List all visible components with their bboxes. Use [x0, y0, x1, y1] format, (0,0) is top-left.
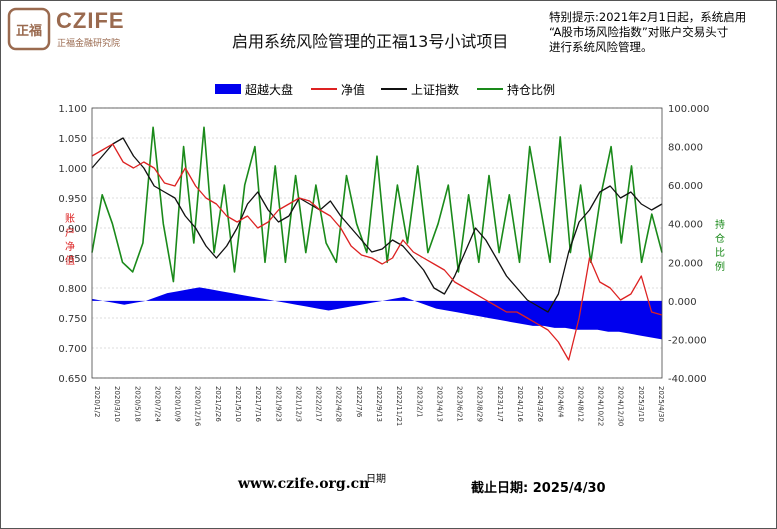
y-right-tick: 0.000: [668, 297, 697, 308]
y-right-tick: -40.000: [668, 374, 707, 385]
y-left-tick: 0.850: [58, 254, 87, 265]
index-line: [91, 137, 663, 313]
x-tick-label: 2025/3/10: [637, 386, 645, 422]
logo-glyph: 正福: [16, 23, 42, 39]
x-tick-label: 2020/10/9: [174, 386, 182, 422]
x-tick-label: 2023/2/1: [415, 386, 423, 417]
y-left-label-char: 净: [65, 240, 75, 253]
y-right-label-char: 例: [715, 260, 725, 273]
legend-label: 持仓比例: [507, 82, 555, 97]
y-left-tick: 0.700: [58, 344, 87, 355]
y-right-tick: 100.000: [668, 104, 709, 115]
x-tick-label: 2022/9/13: [375, 386, 383, 422]
x-tick-label: 2024/12/30: [617, 386, 625, 426]
x-axis-label: 日期: [366, 474, 386, 485]
logo-subtitle: 正福金融研究院: [57, 39, 121, 49]
notice-line: 进行系统风险管理。: [549, 40, 653, 54]
logo-text: CZIFE: [56, 8, 125, 33]
x-tick-label: 2024/8/12: [576, 386, 584, 422]
y-left-tick: 1.100: [58, 104, 87, 115]
x-tick-label: 2020/3/10: [113, 386, 121, 422]
legend-label: 上证指数: [411, 82, 459, 97]
y-right-tick: -20.000: [668, 335, 707, 346]
notice-text: 特别提示:2021年2月1日起，系统启用 “A股市场风险指数”对账户交易头寸 进…: [549, 10, 775, 55]
website-text: www.czife.org.cn: [238, 476, 370, 492]
y-right-tick: 60.000: [668, 181, 703, 192]
plot-border: [91, 107, 663, 379]
x-tick-label: 2023/11/7: [496, 386, 504, 422]
legend-label: 超越大盘: [245, 82, 293, 97]
x-tick-label: 2022/7/6: [355, 386, 363, 418]
legend-swatch: [215, 84, 241, 94]
x-tick-label: 2024/10/22: [597, 386, 605, 426]
x-tick-label: 2022/11/21: [395, 386, 403, 426]
y-right-tick: 40.000: [668, 220, 703, 231]
x-tick-label: 2021/12/3: [294, 386, 302, 422]
position-line: [91, 126, 663, 283]
y-left-tick: 0.900: [58, 224, 87, 235]
x-tick-label: 2021/5/10: [234, 386, 242, 422]
x-tick-label: 2021/7/16: [254, 386, 262, 422]
y-left-label-char: 值: [65, 254, 75, 267]
nav-line: [91, 143, 663, 361]
cutoff-date: 截止日期: 2025/4/30: [471, 481, 606, 496]
y-left-label-char: 户: [65, 226, 75, 239]
legend-label: 净值: [341, 82, 365, 97]
x-tick-label: 2024/3/26: [536, 386, 544, 422]
y-left-tick: 1.000: [58, 164, 87, 175]
x-tick-label: 2023/6/21: [456, 386, 464, 422]
logo-border: [7, 7, 51, 51]
notice-line: 特别提示:2021年2月1日起，系统启用: [549, 10, 747, 24]
excess-area: [92, 287, 662, 340]
chart-title: 启用系统风险管理的正福13号小试项目: [232, 32, 509, 51]
x-tick-label: 2022/4/28: [335, 386, 343, 422]
x-tick-label: 2024/6/4: [556, 386, 564, 418]
x-tick-label: 2020/7/24: [153, 386, 161, 422]
y-left-tick: 0.650: [58, 374, 87, 385]
czife-logo: 正福: [7, 7, 51, 51]
notice-line: “A股市场风险指数”对账户交易头寸: [549, 25, 729, 39]
x-tick-label: 2025/4/30: [657, 386, 665, 422]
y-right-tick: 80.000: [668, 143, 703, 154]
y-left-tick: 0.800: [58, 284, 87, 295]
x-tick-label: 2023/8/29: [476, 386, 484, 422]
x-tick-label: 2020/1/2: [93, 386, 101, 417]
x-tick-label: 2021/9/23: [274, 386, 282, 422]
x-tick-label: 2021/2/26: [214, 386, 222, 422]
x-tick-label: 2020/12/16: [194, 386, 202, 427]
y-right-label-char: 比: [715, 247, 725, 259]
y-right-label-char: 仓: [715, 232, 725, 245]
y-left-tick: 1.050: [58, 134, 87, 145]
y-left-label-char: 账: [65, 213, 75, 225]
y-right-label-char: 持: [715, 218, 725, 231]
x-tick-label: 2024/1/16: [516, 386, 524, 422]
x-tick-label: 2020/5/18: [133, 386, 141, 422]
x-tick-label: 2023/4/13: [435, 386, 443, 422]
y-left-tick: 0.750: [58, 314, 87, 325]
y-left-tick: 0.950: [58, 194, 87, 205]
x-tick-label: 2022/2/17: [315, 386, 323, 422]
y-right-tick: 20.000: [668, 258, 703, 269]
